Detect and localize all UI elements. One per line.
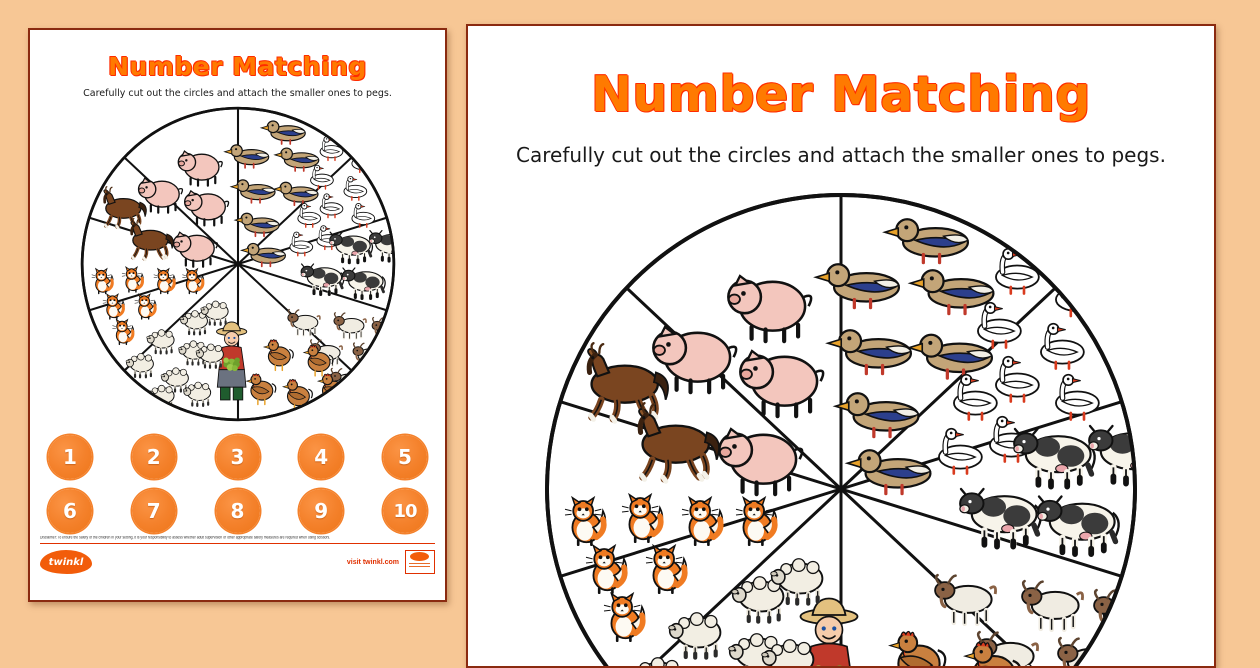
number-badge-row-1: 1 2 3 4 5 bbox=[48, 435, 427, 479]
badge-label: 10 bbox=[393, 501, 416, 522]
page-title: Number Matching bbox=[30, 52, 445, 81]
number-wheel-large bbox=[468, 189, 1214, 668]
badge-label: 3 bbox=[231, 445, 245, 469]
number-badge-3[interactable]: 3 bbox=[216, 435, 260, 479]
footer-divider bbox=[40, 543, 435, 544]
page-subtitle: Carefully cut out the circles and attach… bbox=[30, 88, 445, 99]
twinkl-stamp-icon bbox=[405, 550, 435, 574]
badge-label: 1 bbox=[63, 445, 77, 469]
badge-label: 9 bbox=[314, 499, 328, 523]
number-badge-row-2: 6 7 8 9 10 bbox=[48, 489, 427, 533]
number-wheel-small bbox=[30, 105, 445, 423]
number-badge-10[interactable]: 10 bbox=[383, 489, 427, 533]
wheel-svg-large bbox=[541, 189, 1141, 668]
worksheet-page-thumbnail[interactable]: Number Matching Carefully cut out the ci… bbox=[28, 28, 447, 602]
preview-subtitle: Carefully cut out the circles and attach… bbox=[468, 143, 1214, 167]
page-footer: Disclaimer: To ensure the safety of the … bbox=[30, 536, 445, 574]
number-badge-4[interactable]: 4 bbox=[299, 435, 343, 479]
badge-label: 4 bbox=[314, 445, 328, 469]
number-badge-2[interactable]: 2 bbox=[132, 435, 176, 479]
stamp-line bbox=[409, 563, 430, 564]
number-badge-9[interactable]: 9 bbox=[299, 489, 343, 533]
number-badge-5[interactable]: 5 bbox=[383, 435, 427, 479]
wheel-svg-small bbox=[79, 105, 397, 423]
number-badge-8[interactable]: 8 bbox=[216, 489, 260, 533]
badge-label: 7 bbox=[147, 499, 161, 523]
number-badges: 1 2 3 4 5 bbox=[48, 435, 427, 533]
badge-label: 6 bbox=[63, 499, 77, 523]
stamp-blob bbox=[410, 552, 429, 561]
number-badge-1[interactable]: 1 bbox=[48, 435, 92, 479]
screenshot-stage: Number Matching Carefully cut out the ci… bbox=[0, 0, 1260, 630]
badge-label: 8 bbox=[231, 499, 245, 523]
footer-row: twinkl visit twinkl.com bbox=[40, 550, 435, 574]
visit-link[interactable]: visit twinkl.com bbox=[347, 559, 399, 566]
worksheet-page-preview[interactable]: Number Matching Carefully cut out the ci… bbox=[466, 24, 1216, 668]
stamp-line bbox=[409, 566, 430, 567]
preview-title: Number Matching bbox=[468, 66, 1214, 123]
badge-label: 5 bbox=[398, 445, 412, 469]
twinkl-logo[interactable]: twinkl bbox=[40, 550, 92, 574]
disclaimer-text: Disclaimer: To ensure the safety of the … bbox=[40, 536, 435, 541]
number-badge-6[interactable]: 6 bbox=[48, 489, 92, 533]
logo-text: twinkl bbox=[40, 550, 92, 574]
number-badge-7[interactable]: 7 bbox=[132, 489, 176, 533]
footer-right: visit twinkl.com bbox=[347, 550, 435, 574]
badge-label: 2 bbox=[147, 445, 161, 469]
